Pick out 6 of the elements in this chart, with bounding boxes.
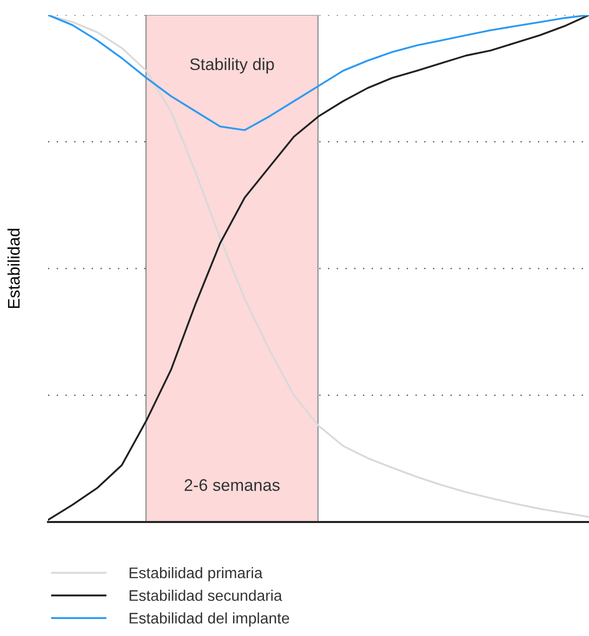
y-axis-title: Estabilidad (7, 228, 20, 308)
legend-label: Estabilidad del implante (130, 612, 290, 627)
legend-label: Estabilidad secundaria (130, 590, 282, 601)
annotation: 2-6 semanas (184, 479, 280, 491)
annotation: Stability dip (190, 58, 274, 74)
legend-label: Estabilidad primaria (130, 567, 263, 582)
